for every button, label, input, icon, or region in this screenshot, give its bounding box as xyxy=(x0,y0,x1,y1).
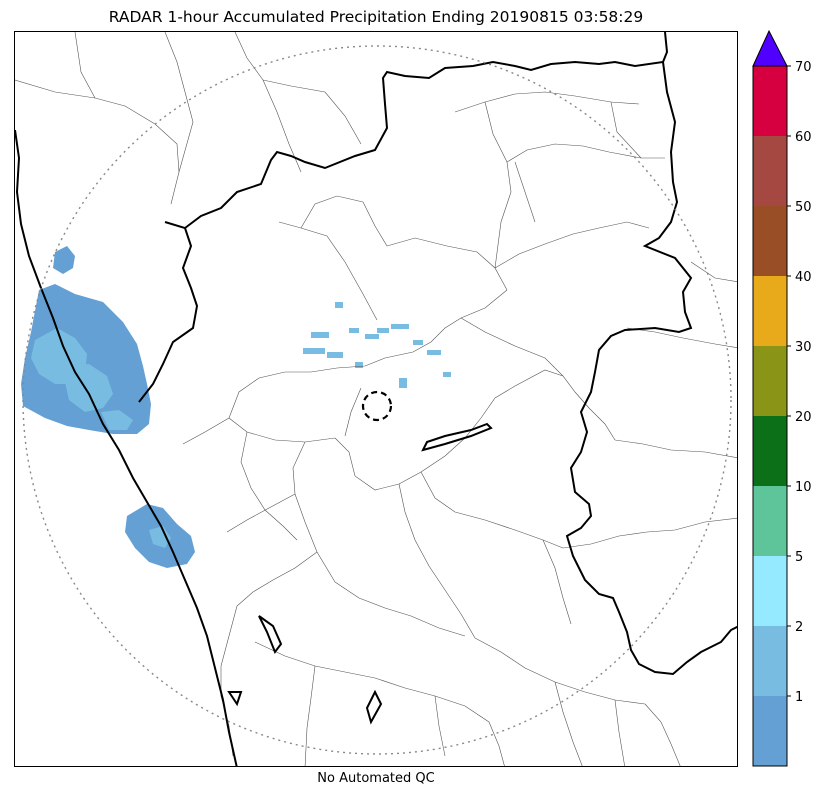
colorbar-tick-label: 40 xyxy=(795,270,812,285)
colorbar-tick-label: 10 xyxy=(795,480,812,495)
map-title: RADAR 1-hour Accumulated Precipitation E… xyxy=(108,8,644,26)
colorbar-tick-label: 20 xyxy=(795,410,812,425)
colorbar-overflow-arrow xyxy=(752,30,788,67)
radar-map[interactable] xyxy=(14,31,738,767)
colorbar-swatch-1 xyxy=(753,626,787,696)
precip-colorbar: 1 2 5 10 20 30 40 50 60 70 xyxy=(752,30,812,767)
colorbar-tick-label: 50 xyxy=(795,200,812,215)
colorbar-swatch-6 xyxy=(753,276,787,346)
colorbar-tick-label: 60 xyxy=(795,130,812,145)
colorbar-swatch-8 xyxy=(753,136,787,206)
colorbar-tick-label: 30 xyxy=(795,340,812,355)
map-canvas xyxy=(15,32,737,766)
colorbar-swatch-5 xyxy=(753,346,787,416)
colorbar-swatches xyxy=(753,66,787,766)
precip-west-coast xyxy=(21,246,151,434)
range-ring xyxy=(22,45,732,755)
colorbar-swatch-7 xyxy=(753,206,787,276)
colorbar-tick-label: 70 xyxy=(795,60,812,75)
colorbar-swatch-0 xyxy=(753,696,787,766)
colorbar-tick-label: 2 xyxy=(795,620,803,635)
colorbar-tick-label: 5 xyxy=(795,550,803,565)
colorbar-swatch-3 xyxy=(753,486,787,556)
colorbar-ticks: 1 2 5 10 20 30 40 50 60 70 xyxy=(787,60,812,705)
qc-status-note: No Automated QC xyxy=(317,771,435,786)
precip-southwest xyxy=(125,504,195,568)
colorbar-swatch-2 xyxy=(753,556,787,626)
colorbar-tick-label: 1 xyxy=(795,690,803,705)
radar-site-marker xyxy=(361,390,393,422)
state-borders xyxy=(15,32,737,766)
colorbar-swatch-9 xyxy=(753,66,787,136)
district-borders xyxy=(15,32,737,766)
colorbar-swatch-4 xyxy=(753,416,787,486)
precip-central xyxy=(303,302,451,388)
